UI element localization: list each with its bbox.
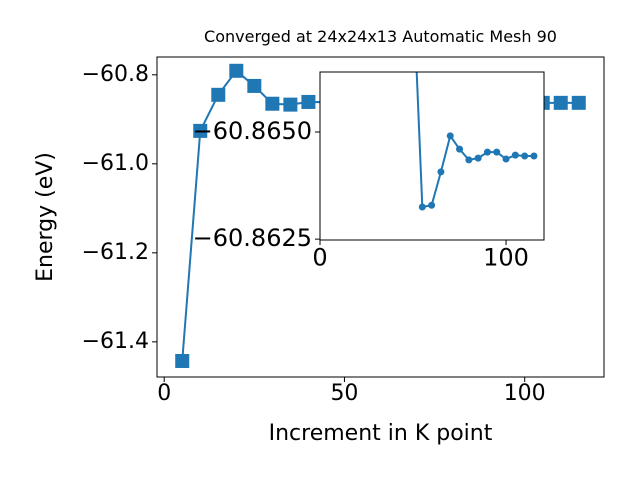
marker	[474, 154, 482, 162]
y-tick-label: −60.8	[82, 62, 149, 87]
marker	[247, 78, 262, 93]
y-tick-label: −60.8650	[193, 117, 312, 145]
x-tick-label: 100	[504, 381, 546, 406]
marker	[493, 148, 501, 156]
marker	[571, 95, 586, 110]
marker	[521, 152, 529, 160]
marker	[211, 87, 226, 102]
plot-frame	[156, 56, 605, 378]
marker	[502, 155, 510, 163]
y-tick-label: −61.0	[82, 151, 149, 176]
plot-content	[415, 72, 538, 211]
marker	[193, 123, 208, 138]
chart-title: Converged at 24x24x13 Automatic Mesh 90	[204, 27, 557, 46]
marker	[418, 203, 426, 211]
x-tick-label: 0	[312, 244, 327, 272]
y-axis-label: Energy (eV)	[33, 152, 58, 282]
marker	[283, 97, 298, 112]
marker	[530, 152, 538, 160]
marker	[301, 94, 316, 109]
marker	[229, 63, 244, 78]
marker	[446, 132, 454, 140]
marker	[553, 95, 568, 110]
marker	[428, 201, 436, 209]
marker	[437, 168, 445, 176]
y-tick-label: −61.2	[82, 240, 149, 265]
marker	[511, 151, 519, 159]
x-tick-label: 50	[330, 381, 358, 406]
x-tick-label: 100	[483, 244, 529, 272]
x-axis-label: Increment in K point	[269, 421, 493, 446]
y-tick-label: −61.4	[82, 329, 149, 354]
marker	[265, 96, 280, 111]
marker	[465, 156, 473, 164]
plot-area	[320, 72, 544, 240]
marker	[175, 353, 190, 368]
plot-frame	[319, 71, 545, 241]
marker	[483, 148, 491, 156]
marker	[456, 145, 464, 153]
y-tick-label: −60.8625	[193, 224, 312, 252]
x-tick-label: 0	[157, 381, 171, 406]
